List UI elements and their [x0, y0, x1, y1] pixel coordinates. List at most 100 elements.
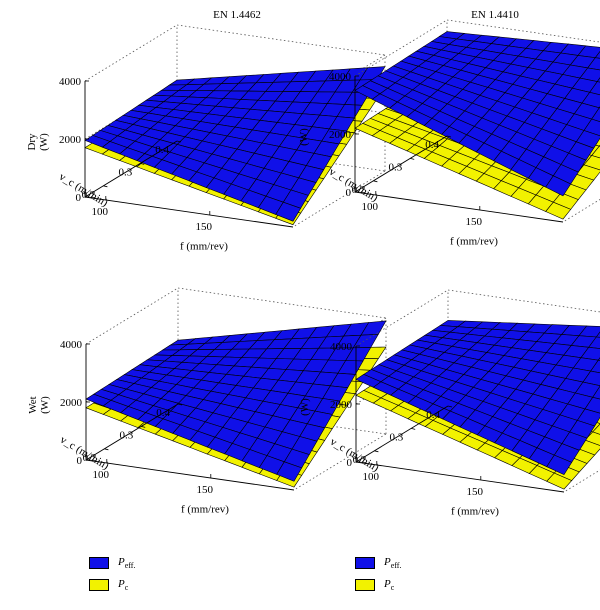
- f-tick-label: 100: [363, 471, 380, 483]
- vc-axis-line: [85, 403, 179, 461]
- legend-swatch-p-eff-2: [355, 557, 375, 569]
- vc-tick: [141, 426, 146, 428]
- vc-tick: [103, 185, 108, 188]
- surface-patch: [590, 359, 600, 374]
- vc-tick-label: 0.3: [389, 431, 403, 443]
- surface-patch: [592, 385, 600, 400]
- vc-axis-line: [355, 405, 449, 463]
- vc-tick: [374, 450, 379, 453]
- f-tick-label: 100: [92, 206, 109, 218]
- legend-item-p-c: Pc: [89, 574, 135, 596]
- f-axis-label: f (mm/rev): [181, 504, 229, 516]
- surface-patch: [588, 336, 600, 349]
- vc-tick: [411, 428, 416, 430]
- surface-patch: [591, 145, 600, 159]
- z-tick-label: 4000: [330, 341, 353, 353]
- legend-label-p-eff: Peff.: [118, 555, 136, 571]
- box-edge: [446, 19, 600, 43]
- z-tick-label: 4000: [60, 339, 83, 351]
- surface-patch: [594, 51, 600, 59]
- f-tick-label: 150: [467, 486, 484, 498]
- f-tick-label: 150: [196, 221, 213, 233]
- vc-axis-label: v_c (m/min): [328, 436, 381, 475]
- box-edge: [447, 289, 600, 313]
- legend-item-p-c-2: Pc: [355, 574, 401, 596]
- legend-left: Peff. Pc: [89, 552, 135, 596]
- legend-label-p-c-2: Pc: [384, 577, 395, 593]
- surface-plot-2: 0 2000 4000 (W) 100 150 f (mm/rev) 0.2 0.3 0.4 v_c…: [298, 9, 600, 248]
- vc-tick-label: 0.3: [388, 161, 402, 173]
- vc-tick-label: 0.4: [156, 407, 170, 419]
- vc-tick-label: 0.3: [118, 166, 132, 178]
- f-axis-line: [84, 196, 294, 228]
- surface-patch: [595, 331, 600, 338]
- f-axis-line: [354, 191, 564, 223]
- z-tick-label: 2000: [59, 134, 82, 146]
- f-axis-line: [355, 461, 565, 493]
- legend-swatch-p-eff: [89, 557, 109, 569]
- legend-swatch-p-c-2: [355, 579, 375, 591]
- vc-tick-label: 0.4: [426, 409, 440, 421]
- z-tick-label: 0: [347, 457, 353, 469]
- vc-tick: [176, 140, 182, 143]
- z-tick-label: 2000: [60, 397, 83, 409]
- vc-tick-label: 0.2: [352, 184, 366, 196]
- f-axis-label: f (mm/rev): [450, 236, 498, 248]
- surface-patch: [591, 107, 600, 122]
- vc-axis-label: v_c (m/min): [57, 171, 110, 210]
- vc-tick-label: 0.2: [83, 452, 97, 464]
- surface-patch: [589, 81, 600, 96]
- surface-p-eff: [355, 320, 600, 475]
- f-axis-line: [85, 459, 295, 491]
- vc-axis-line: [84, 140, 178, 198]
- legend-right: Peff. Pc: [355, 552, 401, 596]
- z-tick-label: 4000: [59, 76, 82, 88]
- vc-tick: [446, 135, 452, 138]
- surface-patch: [592, 423, 600, 435]
- vc-tick-label: 0.4: [155, 144, 169, 156]
- vc-tick-label: 0.4: [425, 139, 439, 151]
- z-axis-label: Dry(W): [26, 133, 50, 151]
- surface-plot-3: 0 2000 4000 Wet(W) 100 150 f (mm/rev) 0.2 0.3 0.4…: [27, 287, 387, 516]
- z-axis-label: (W): [298, 128, 310, 146]
- surface-plot-1: 0 2000 4000 Dry(W) 100 150 f (mm/rev) 0.2 0.3 0.4…: [26, 9, 386, 253]
- f-tick-label: 150: [466, 216, 483, 228]
- z-tick-label: 2000: [329, 129, 352, 141]
- box-edge: [176, 24, 386, 56]
- surface-p-eff: [354, 31, 600, 197]
- vc-tick: [104, 448, 109, 451]
- z-axis-label: Wet(W): [27, 396, 51, 414]
- chart-title: EN 1.4462: [213, 9, 261, 21]
- vc-tick: [140, 163, 145, 165]
- f-tick-label: 150: [197, 484, 214, 496]
- surface-patch: [545, 201, 572, 220]
- vc-tick: [373, 180, 378, 183]
- surface-patch: [596, 77, 600, 83]
- f-tick-label: 100: [93, 469, 110, 481]
- surface-patch: [546, 454, 573, 475]
- legend-item-p-eff-2: Peff.: [355, 552, 401, 574]
- z-tick-label: 4000: [329, 71, 352, 83]
- z-tick-label: 0: [346, 187, 352, 199]
- surface-patch: [546, 472, 573, 490]
- legend-label-p-eff-2: Peff.: [384, 555, 402, 571]
- vc-axis-label: v_c (m/min): [327, 166, 380, 205]
- f-tick-label: 100: [362, 201, 379, 213]
- chart-title: EN 1.4410: [471, 9, 519, 21]
- legend-label-p-c: Pc: [118, 577, 129, 593]
- vc-tick-label: 0.2: [82, 189, 96, 201]
- vc-axis-label: v_c (m/min): [58, 434, 111, 473]
- surface-patch: [275, 201, 302, 222]
- box-edge: [85, 287, 179, 345]
- vc-axis-line: [354, 135, 448, 193]
- f-axis-label: f (mm/rev): [451, 506, 499, 518]
- z-tick-label: 0: [76, 192, 82, 204]
- surface-p-eff: [85, 320, 387, 482]
- vc-tick-label: 0.2: [353, 454, 367, 466]
- legend-swatch-p-c: [89, 579, 109, 591]
- z-tick-label: 2000: [330, 399, 353, 411]
- z-axis-label: (W): [299, 398, 311, 416]
- vc-tick: [177, 403, 183, 406]
- vc-tick: [410, 158, 415, 160]
